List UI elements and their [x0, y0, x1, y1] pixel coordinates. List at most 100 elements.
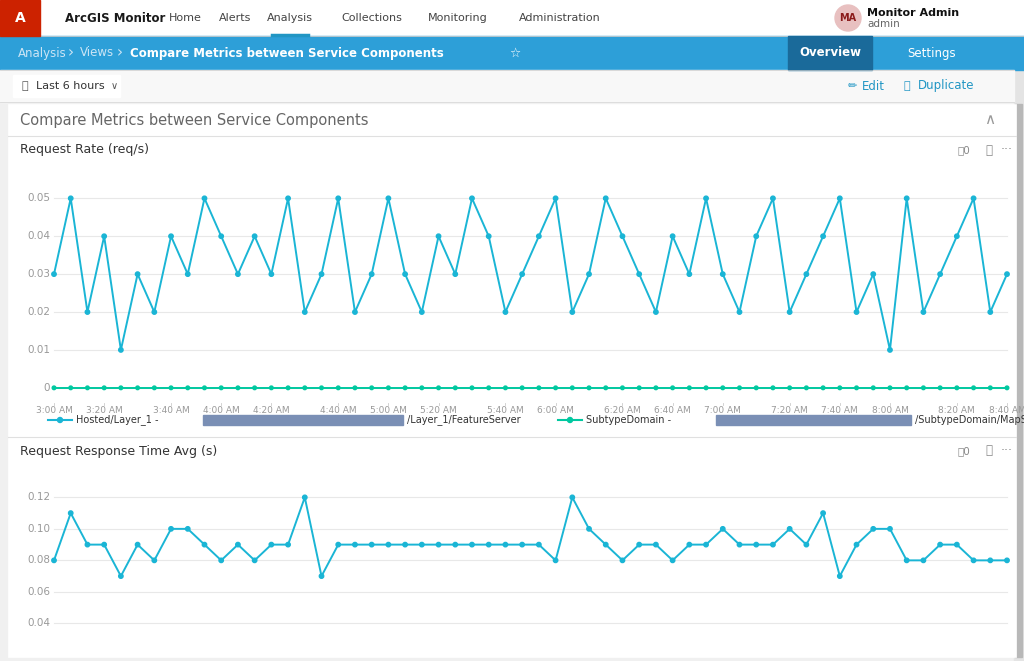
Circle shape — [286, 543, 290, 547]
Text: /SubtypeDomain/MapServer: /SubtypeDomain/MapServer — [915, 415, 1024, 425]
Circle shape — [319, 386, 324, 389]
Circle shape — [654, 386, 657, 389]
Circle shape — [69, 386, 73, 389]
Circle shape — [603, 543, 608, 547]
Circle shape — [821, 386, 825, 389]
Circle shape — [420, 386, 424, 389]
Bar — [8, 104, 1016, 657]
Text: ⏱: ⏱ — [985, 444, 992, 457]
Circle shape — [821, 234, 825, 239]
Circle shape — [871, 386, 876, 389]
Text: 6:00 AM: 6:00 AM — [538, 406, 574, 415]
Circle shape — [721, 272, 725, 276]
Circle shape — [102, 543, 106, 547]
Circle shape — [153, 386, 156, 389]
Text: ✏: ✏ — [848, 81, 857, 91]
Circle shape — [1005, 558, 1010, 563]
Circle shape — [470, 543, 474, 547]
Text: /Layer_1/FeatureServer: /Layer_1/FeatureServer — [407, 414, 520, 426]
Circle shape — [604, 386, 607, 389]
Circle shape — [771, 386, 775, 389]
Circle shape — [136, 386, 139, 389]
Text: ArcGIS Monitor: ArcGIS Monitor — [65, 11, 165, 24]
Bar — [0, 70, 1014, 102]
Circle shape — [353, 386, 356, 389]
Circle shape — [486, 543, 490, 547]
Bar — [788, 36, 872, 70]
Circle shape — [370, 386, 374, 389]
Text: 4:20 AM: 4:20 AM — [253, 406, 290, 415]
Text: SubtypeDomain -: SubtypeDomain - — [586, 415, 671, 425]
Circle shape — [420, 543, 424, 547]
Circle shape — [771, 196, 775, 200]
Circle shape — [503, 543, 508, 547]
Circle shape — [352, 543, 357, 547]
Circle shape — [754, 234, 759, 239]
Circle shape — [119, 348, 123, 352]
Circle shape — [470, 386, 474, 389]
Circle shape — [587, 527, 591, 531]
Circle shape — [737, 543, 741, 547]
Text: Analysis: Analysis — [18, 46, 67, 59]
Circle shape — [1006, 386, 1009, 389]
Circle shape — [236, 272, 240, 276]
Circle shape — [621, 234, 625, 239]
Circle shape — [336, 196, 340, 200]
Text: Administration: Administration — [519, 13, 601, 23]
Circle shape — [671, 558, 675, 563]
Circle shape — [203, 543, 207, 547]
Circle shape — [203, 386, 206, 389]
Circle shape — [352, 310, 357, 314]
Circle shape — [186, 386, 189, 389]
Text: 8:20 AM: 8:20 AM — [938, 406, 975, 415]
Text: 6:20 AM: 6:20 AM — [604, 406, 641, 415]
Circle shape — [805, 386, 808, 389]
Circle shape — [854, 543, 859, 547]
Circle shape — [621, 386, 625, 389]
Text: 8:40 AM: 8:40 AM — [988, 406, 1024, 415]
Circle shape — [520, 386, 524, 389]
Text: 4:00 AM: 4:00 AM — [203, 406, 240, 415]
Circle shape — [386, 543, 390, 547]
Text: 7:40 AM: 7:40 AM — [821, 406, 858, 415]
Text: 5:00 AM: 5:00 AM — [370, 406, 407, 415]
Text: 0.06: 0.06 — [27, 587, 50, 597]
Circle shape — [972, 196, 976, 200]
Text: Compare Metrics between Service Components: Compare Metrics between Service Componen… — [130, 46, 443, 59]
Circle shape — [687, 386, 691, 389]
Text: Request Response Time Avg (s): Request Response Time Avg (s) — [20, 444, 217, 457]
Circle shape — [286, 196, 290, 200]
Circle shape — [85, 310, 90, 314]
Text: Settings: Settings — [907, 46, 956, 59]
Circle shape — [988, 558, 992, 563]
Text: 0: 0 — [43, 383, 50, 393]
Circle shape — [236, 543, 240, 547]
Circle shape — [420, 310, 424, 314]
Circle shape — [787, 310, 792, 314]
Circle shape — [721, 386, 725, 389]
Circle shape — [386, 196, 390, 200]
Circle shape — [453, 272, 458, 276]
Circle shape — [838, 196, 842, 200]
Circle shape — [185, 527, 190, 531]
Circle shape — [470, 196, 474, 200]
Circle shape — [954, 543, 959, 547]
Circle shape — [553, 558, 558, 563]
Circle shape — [153, 558, 157, 563]
Circle shape — [988, 386, 992, 389]
Text: 0.12: 0.12 — [27, 492, 50, 502]
Circle shape — [938, 272, 942, 276]
Circle shape — [437, 386, 440, 389]
Text: MA: MA — [840, 13, 856, 23]
Circle shape — [387, 386, 390, 389]
Circle shape — [954, 234, 959, 239]
Circle shape — [253, 234, 257, 239]
Circle shape — [153, 310, 157, 314]
Circle shape — [835, 5, 861, 31]
Text: 0.02: 0.02 — [27, 307, 50, 317]
Circle shape — [922, 558, 926, 563]
Text: Compare Metrics between Service Components: Compare Metrics between Service Componen… — [20, 112, 369, 128]
Text: Request Rate (req/s): Request Rate (req/s) — [20, 143, 150, 157]
Text: Alerts: Alerts — [219, 13, 251, 23]
Circle shape — [287, 386, 290, 389]
